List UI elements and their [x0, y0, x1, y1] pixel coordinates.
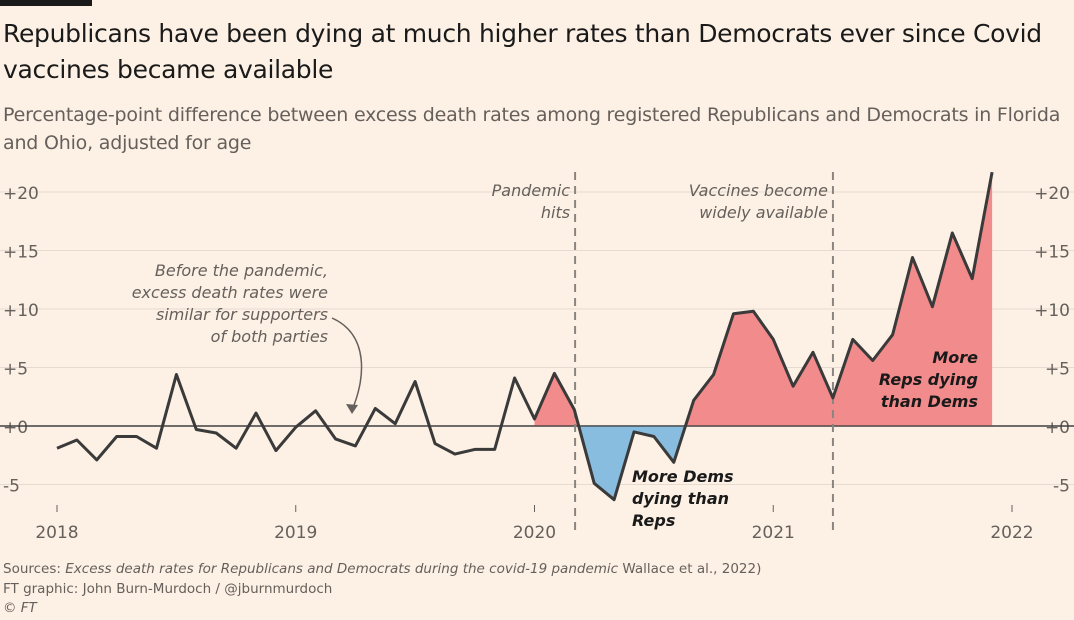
dems-label: More Dems	[632, 467, 734, 486]
y-tick-label-left: +10	[3, 301, 39, 321]
sources-line: Sources: Excess death rates for Republic…	[3, 560, 761, 578]
y-tick-label-left: +5	[3, 360, 28, 380]
note-text: Before the pandemic,	[155, 261, 328, 280]
y-tick-label-right: -5	[1053, 477, 1070, 497]
dems-label: Reps	[632, 511, 675, 530]
y-tick-label-left: +20	[3, 184, 39, 204]
sources-prefix: Sources:	[3, 561, 66, 577]
y-tick-label-left: -5	[3, 477, 20, 497]
x-tick-label: 2018	[35, 523, 78, 543]
y-tick-label-right: +10	[1034, 301, 1070, 321]
note-text: excess death rates were	[132, 283, 328, 302]
chart-subtitle: Percentage-point difference between exce…	[3, 104, 1061, 154]
event-label: widely available	[699, 203, 828, 222]
note-text: similar for supporters	[156, 305, 328, 324]
x-tick-label: 2019	[274, 523, 317, 543]
y-tick-label-right: +0	[1045, 418, 1070, 438]
x-tick-label: 2022	[990, 523, 1033, 543]
event-label: hits	[541, 203, 570, 222]
event-label: Vaccines become	[689, 181, 828, 200]
sources-suffix: Wallace et al., 2022)	[618, 561, 762, 577]
note-arrow	[331, 317, 363, 411]
copyright: © FT	[3, 600, 37, 616]
sources-title: Excess death rates for Republicans and D…	[65, 561, 619, 577]
chart-title: Republicans have been dying at much high…	[3, 19, 1042, 84]
y-tick-label-left: +15	[3, 243, 39, 263]
note-text: of both parties	[211, 327, 328, 346]
data-line	[56, 171, 994, 502]
area-positive	[534, 172, 993, 426]
y-tick-label-right: +5	[1045, 360, 1070, 380]
dems-label: dying than	[632, 489, 729, 508]
reps-label: Reps dying	[879, 370, 978, 389]
y-tick-label-left: +0	[3, 418, 28, 438]
reps-label: than Dems	[881, 392, 978, 411]
y-tick-label-right: +20	[1034, 184, 1070, 204]
credit-line: FT graphic: John Burn-Murdoch / @jburnmu…	[3, 581, 333, 597]
note-arrowhead	[346, 404, 358, 414]
area-negative	[534, 426, 993, 500]
y-tick-label-right: +15	[1034, 243, 1070, 263]
x-tick-label: 2021	[752, 523, 795, 543]
event-label: Pandemic	[492, 181, 571, 200]
reps-label: More	[932, 348, 978, 367]
ft-brand-bar	[0, 0, 92, 6]
x-tick-label: 2020	[513, 523, 556, 543]
